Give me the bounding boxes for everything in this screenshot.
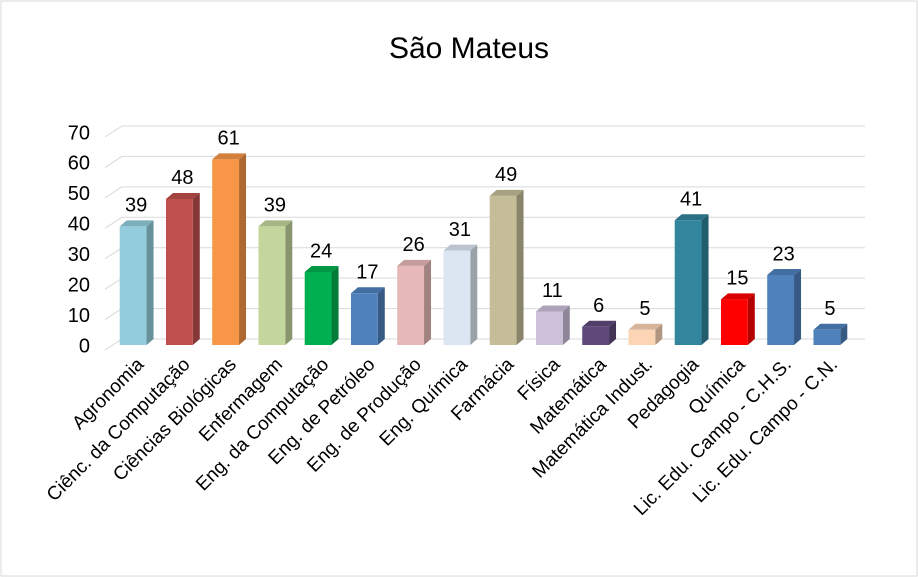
bar-top [489, 189, 524, 196]
bar [767, 275, 795, 345]
bar-side [701, 214, 709, 345]
bar [397, 265, 425, 345]
data-label: 48 [171, 167, 193, 189]
bar-side [331, 265, 339, 345]
bar-top [767, 269, 802, 276]
data-label: 5 [639, 298, 650, 320]
bar-top [258, 220, 293, 227]
bar [212, 159, 240, 345]
y-tick-label: 60 [68, 153, 90, 175]
bar-top [350, 287, 385, 294]
y-tick-label: 10 [68, 305, 90, 327]
bar [165, 198, 193, 345]
data-label: 31 [449, 219, 471, 241]
grid-line-depth [104, 308, 123, 320]
data-label: 23 [773, 243, 795, 265]
data-label: 24 [310, 240, 332, 262]
bar [119, 226, 147, 345]
bar-side [747, 293, 755, 345]
bar-side [146, 220, 154, 345]
data-label: 17 [356, 262, 378, 284]
bar-side [285, 220, 293, 345]
y-tick-label: 40 [68, 214, 90, 236]
bar [813, 329, 841, 345]
bar-side [516, 189, 524, 345]
y-tick-label: 0 [79, 335, 90, 357]
bar-top [443, 244, 478, 251]
grid-line-depth [104, 277, 123, 290]
grid-line-depth [104, 156, 123, 168]
grid-line-depth [104, 338, 123, 351]
data-label: 11 [542, 280, 563, 302]
data-label: 49 [495, 164, 517, 186]
bar-top [720, 293, 755, 300]
chart-title: São Mateus [389, 32, 549, 65]
bar-top [582, 320, 617, 327]
bar-side [655, 323, 663, 345]
bar-top [304, 265, 339, 272]
bar [720, 299, 748, 345]
data-label: 26 [403, 234, 425, 256]
grid-line-depth [104, 125, 123, 138]
grid-line-depth [104, 186, 123, 199]
y-tick-label: 20 [68, 274, 90, 296]
bar [582, 326, 610, 345]
bar-top [119, 220, 154, 227]
bar [304, 271, 332, 345]
data-label: 6 [593, 295, 604, 317]
bar [628, 329, 656, 345]
data-label: 15 [726, 268, 748, 290]
bar-top [535, 305, 570, 312]
data-label: 39 [125, 195, 147, 217]
bar [350, 293, 378, 345]
data-label: 5 [824, 298, 835, 320]
bar-top [674, 214, 709, 221]
bar [674, 220, 702, 345]
bar-side [192, 192, 200, 345]
bar-top [397, 259, 432, 266]
bar [443, 250, 471, 345]
bar-top [813, 323, 848, 330]
bar-top [628, 323, 663, 330]
grid-line-depth [104, 247, 123, 260]
bar-side [609, 320, 617, 345]
bar-side [794, 269, 802, 345]
bar [258, 226, 286, 345]
bar-side [239, 153, 247, 345]
y-tick-label: 30 [68, 244, 90, 266]
bar-side [562, 305, 570, 345]
bar [489, 195, 517, 345]
bar [535, 311, 563, 345]
bar-side [377, 287, 385, 345]
bar-top [212, 153, 247, 160]
data-label: 39 [264, 195, 286, 217]
y-tick-label: 50 [68, 183, 90, 205]
y-tick-label: 70 [68, 122, 90, 144]
data-label: 41 [680, 189, 702, 211]
bar-top [165, 192, 200, 199]
bar-side [424, 259, 432, 345]
bar-side [470, 244, 478, 345]
data-label: 61 [218, 128, 240, 150]
bar-side [840, 323, 848, 345]
grid-line-depth [104, 216, 123, 229]
